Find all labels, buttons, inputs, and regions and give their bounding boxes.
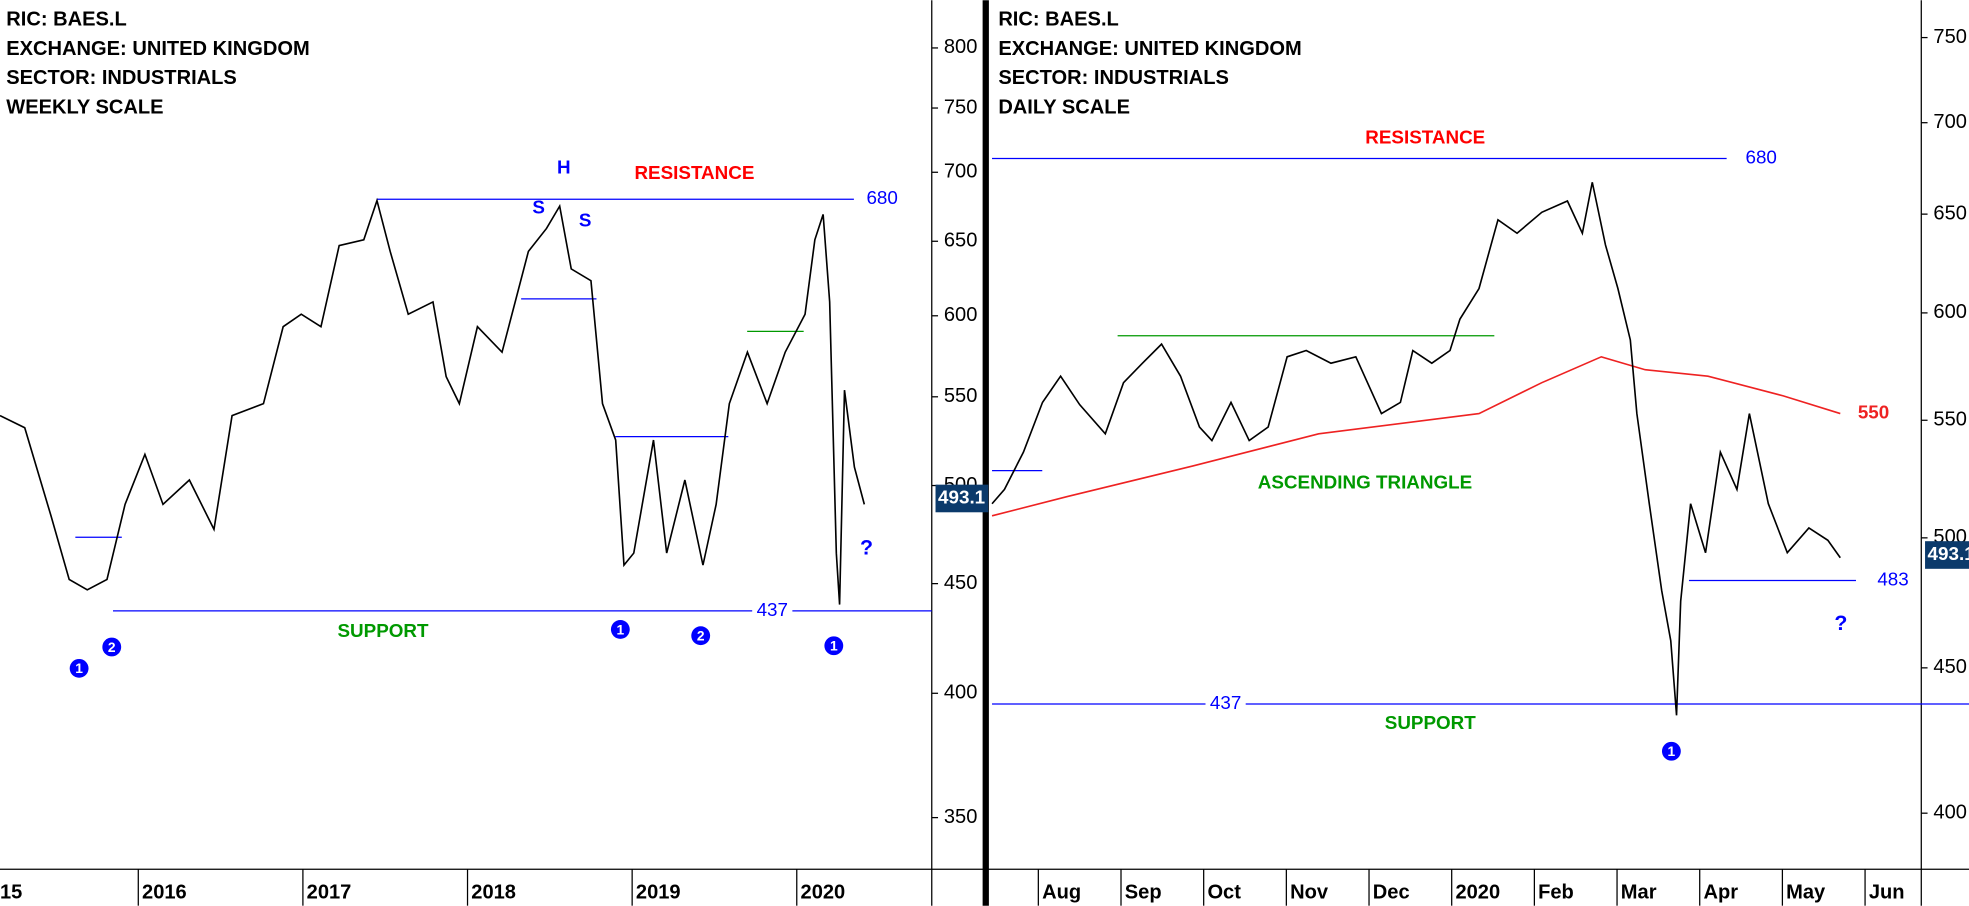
level-value: 680 (866, 187, 897, 208)
x-tick-label: May (1786, 881, 1826, 903)
annotation: ASCENDING TRIANGLE (1258, 472, 1472, 493)
marker-circle (691, 626, 711, 646)
x-tick-label: 2020 (1455, 881, 1500, 903)
marker-number: 2 (697, 628, 705, 644)
x-tick-label: Mar (1621, 881, 1657, 903)
marker-circle (102, 637, 122, 657)
x-tick-label: Oct (1207, 881, 1241, 903)
marker-number: 1 (616, 621, 624, 637)
y-tick-label: 550 (1933, 409, 1967, 431)
y-tick-label: 450 (944, 572, 978, 594)
marker-number: 1 (1668, 743, 1676, 759)
level-name: SUPPORT (1385, 712, 1477, 733)
y-tick-label: 400 (944, 682, 978, 704)
price-badge-label: 493.1 (1928, 543, 1969, 564)
annotation: S (532, 197, 545, 218)
x-tick-label: 2016 (142, 881, 187, 903)
moving-average (991, 355, 1841, 517)
x-tick-label: Nov (1290, 881, 1329, 903)
info-line: RIC: BAES.L (6, 9, 126, 31)
level-value: 437 (757, 599, 788, 620)
level-name: RESISTANCE (634, 162, 754, 183)
info-line: EXCHANGE: UNITED KINGDOM (998, 38, 1301, 60)
x-tick-label: 2018 (471, 881, 516, 903)
price-badge (935, 484, 989, 513)
price-badge-label: 493.1 (938, 486, 985, 507)
level-label-bg (752, 600, 793, 621)
y-tick-label: 400 (1933, 801, 1967, 823)
ma-label: 550 (1858, 402, 1889, 423)
level-name: RESISTANCE (1365, 126, 1485, 147)
y-tick-label: 450 (1933, 656, 1967, 678)
x-tick-label: Sep (1125, 881, 1162, 903)
marker-number: 1 (830, 638, 838, 654)
info-line: EXCHANGE: UNITED KINGDOM (6, 38, 309, 60)
info-line: WEEKLY SCALE (6, 96, 163, 118)
annotation: S (579, 209, 592, 230)
info-line: SECTOR: INDUSTRIALS (6, 67, 237, 89)
y-tick-label: 650 (944, 230, 978, 252)
level-name: SUPPORT (337, 620, 429, 641)
price-line (991, 182, 1841, 716)
y-tick-label: 600 (1933, 301, 1967, 323)
x-tick-label: Apr (1703, 881, 1738, 903)
price-line (0, 197, 866, 605)
marker-number: 2 (108, 639, 116, 655)
x-tick-label: 2017 (307, 881, 352, 903)
x-tick-label: 2019 (636, 881, 681, 903)
marker-circle (610, 620, 630, 639)
x-tick-label: Feb (1538, 881, 1574, 903)
level-value: 483 (1877, 569, 1908, 590)
info-line: DAILY SCALE (998, 96, 1130, 118)
y-tick-label: 750 (1933, 26, 1967, 48)
annotation: ? (860, 536, 873, 560)
y-tick-label: 800 (944, 36, 978, 58)
info-line: RIC: BAES.L (998, 9, 1118, 31)
y-tick-label: 650 (1933, 202, 1967, 224)
x-tick-label: 2020 (801, 881, 846, 903)
level-label-bg (1205, 693, 1246, 715)
x-tick-label: Aug (1042, 881, 1081, 903)
level-value: 680 (1745, 146, 1776, 167)
annotation: ? (1834, 611, 1847, 635)
price-badge (1925, 541, 1969, 569)
x-tick-label: Jun (1869, 881, 1905, 903)
annotation: H (557, 157, 571, 178)
marker-circle (69, 658, 89, 678)
y-tick-label: 350 (944, 806, 978, 828)
y-tick-label: 700 (944, 161, 978, 183)
marker-circle (824, 636, 844, 656)
level-value: 437 (1210, 692, 1241, 713)
marker-number: 1 (75, 660, 83, 676)
y-tick-label: 550 (944, 385, 978, 407)
x-tick-label: Dec (1373, 881, 1410, 903)
y-tick-label: 600 (944, 304, 978, 326)
marker-circle (1661, 741, 1681, 761)
y-tick-label: 750 (944, 96, 978, 118)
info-line: SECTOR: INDUSTRIALS (998, 67, 1229, 89)
x-tick-label: 15 (0, 881, 22, 903)
y-tick-label: 700 (1933, 111, 1967, 133)
